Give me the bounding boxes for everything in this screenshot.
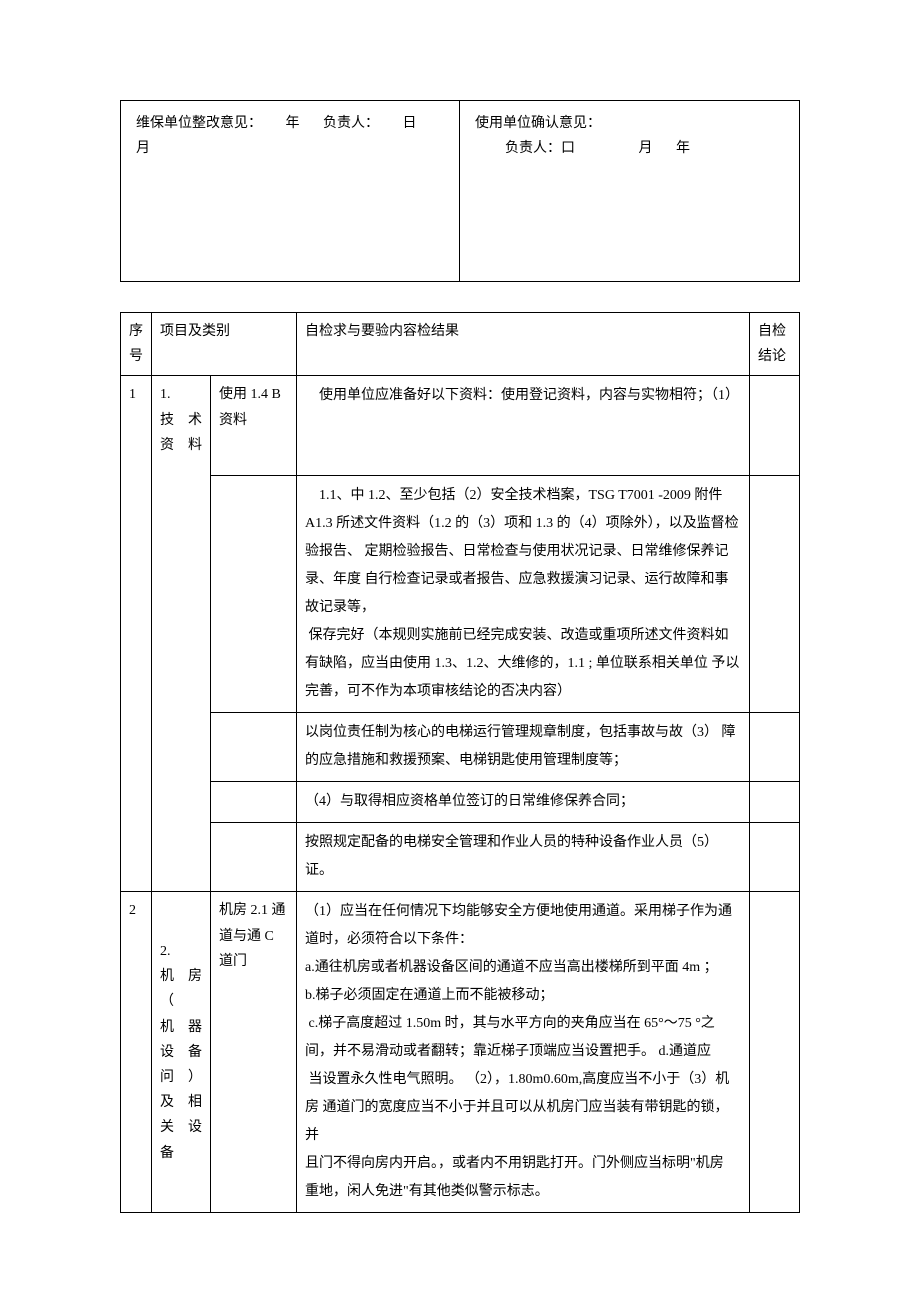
left-year: 年 [286, 111, 300, 136]
cat-2: 2. 机 房 （ 机 器 设 备 问 ） 及 相 关 设 备 [152, 892, 211, 1213]
header-seq: 序号 [121, 313, 152, 376]
cat-2-name: 机 房 （ 机 器 设 备 问 ） 及 相 关 设 备 [160, 969, 216, 1160]
table-row: 按照规定配备的电梯安全管理和作业人员的特种设备作业人员（5）证。 [121, 823, 800, 892]
right-responsible: 负责人：口 [505, 136, 575, 161]
signature-left: 维保单位整改意见： 年 负责人： 日 月 [121, 101, 460, 281]
header-result: 自检 结论 [750, 313, 800, 376]
content-6: （1）应当在任何情况下均能够安全方便地使用通道。采用梯子作为通道时，必须符合以下… [297, 892, 750, 1213]
seq-1: 1 [121, 376, 152, 892]
cat-1: 1. 技 术资 料 [152, 376, 211, 892]
table-row: （4）与取得相应资格单位签订的日常维修保养合同； [121, 782, 800, 823]
cat-1-name: 技 术资 料 [160, 413, 202, 453]
result-4 [750, 782, 800, 823]
sub-6: 机房 2.1 通道与通 C 道门 [211, 892, 297, 1213]
main-table: 序号 项目及类别 自检求与要验内容检结果 自检 结论 1 1. 技 术资 料 使… [120, 312, 800, 1213]
header-content: 自检求与要验内容检结果 [297, 313, 750, 376]
header-row: 序号 项目及类别 自检求与要验内容检结果 自检 结论 [121, 313, 800, 376]
content-5: 按照规定配备的电梯安全管理和作业人员的特种设备作业人员（5）证。 [297, 823, 750, 892]
sub-3 [211, 713, 297, 782]
left-title: 维保单位整改意见： [136, 111, 262, 136]
result-5 [750, 823, 800, 892]
content-1: 使用单位应准备好以下资料：使用登记资料，内容与实物相符；（1） [297, 376, 750, 476]
signature-box: 维保单位整改意见： 年 负责人： 日 月 使用单位确认意见： 负责人：口 月 年 [120, 100, 800, 282]
cat-2-num: 2. [160, 944, 171, 959]
result-6 [750, 892, 800, 1213]
right-title: 使用单位确认意见： [475, 111, 784, 136]
sub-2 [211, 476, 297, 713]
left-responsible: 负责人： [323, 111, 379, 136]
sub-4 [211, 782, 297, 823]
cat-1-num: 1. [160, 387, 171, 402]
table-row: 2 2. 机 房 （ 机 器 设 备 问 ） 及 相 关 设 备 机房 2.1 … [121, 892, 800, 1213]
signature-right: 使用单位确认意见： 负责人：口 月 年 [460, 101, 799, 281]
content-4: （4）与取得相应资格单位签订的日常维修保养合同； [297, 782, 750, 823]
right-year: 年 [676, 136, 690, 161]
sub-5 [211, 823, 297, 892]
table-row: 1.1、中 1.2、至少包括（2）安全技术档案，TSG T7001 -2009 … [121, 476, 800, 713]
result-1 [750, 376, 800, 476]
left-day: 日 [403, 111, 417, 136]
table-row: 以岗位责任制为核心的电梯运行管理规章制度，包括事故与故（3） 障的应急措施和救援… [121, 713, 800, 782]
right-month: 月 [639, 136, 653, 161]
seq-2: 2 [121, 892, 152, 1213]
content-2: 1.1、中 1.2、至少包括（2）安全技术档案，TSG T7001 -2009 … [297, 476, 750, 713]
result-3 [750, 713, 800, 782]
result-2 [750, 476, 800, 713]
table-row: 1 1. 技 术资 料 使用 1.4 B资料 使用单位应准备好以下资料：使用登记… [121, 376, 800, 476]
left-month: 月 [136, 136, 150, 161]
content-3: 以岗位责任制为核心的电梯运行管理规章制度，包括事故与故（3） 障的应急措施和救援… [297, 713, 750, 782]
header-category: 项目及类别 [152, 313, 297, 376]
sub-1: 使用 1.4 B资料 [211, 376, 297, 476]
